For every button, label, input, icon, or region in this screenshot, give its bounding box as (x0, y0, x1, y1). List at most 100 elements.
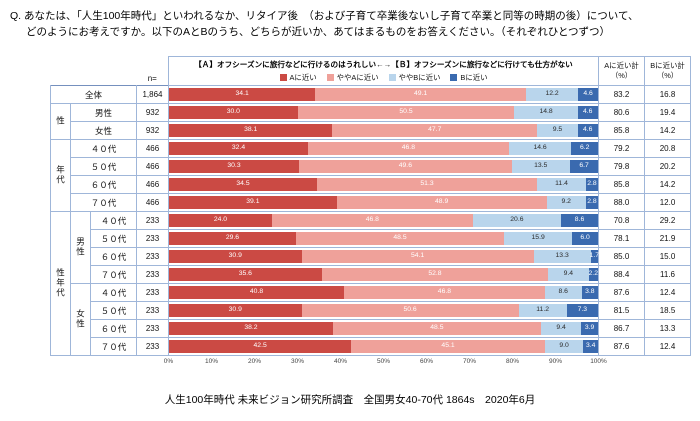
stacked-bar: 34.5 51.3 11.4 2.8 (169, 178, 598, 191)
axis-row: 0% 10% 20% 30% 40% 50% 60% 70% 80% 90% 100% (51, 356, 691, 369)
segment-value-label: 6.7 (579, 162, 589, 170)
n-cell: 1,864 (136, 85, 169, 104)
n-cell-text: 233 (145, 288, 160, 297)
segment-value-label: 46.8 (365, 216, 379, 224)
axis-tick-label: 0% (163, 358, 174, 365)
bar-segment: 14.8 (514, 106, 578, 119)
b-total-cell-text: 16.8 (659, 90, 676, 99)
legend-swatch (388, 74, 396, 81)
b-total-cell: 12.4 (644, 337, 691, 356)
b-total-cell-text: 12.4 (659, 342, 676, 351)
b-total-cell-text: 13.3 (659, 324, 676, 333)
stacked-bar: 35.6 52.8 9.4 2.2 (169, 268, 598, 281)
a-total-cell: 85.8 (598, 175, 645, 194)
segment-value-label: 2.2 (588, 270, 598, 278)
bar-segment: 40.8 (169, 286, 345, 299)
axis-tick-label: 90% (548, 358, 563, 365)
row-label-cell: ７０代 (70, 193, 137, 212)
bar-segment: 13.3 (533, 250, 591, 263)
n-cell-text: 233 (145, 216, 160, 225)
row-label-cell-text: ６０代 (100, 323, 127, 334)
n-cell-text: 233 (145, 270, 160, 279)
a-total-cell-text: 70.8 (613, 216, 630, 225)
segment-value-label: 50.5 (399, 108, 413, 116)
segment-value-label: 50.6 (403, 306, 417, 314)
bar-segment: 30.3 (169, 160, 299, 173)
bar-cell: 34.5 51.3 11.4 2.8 (168, 175, 599, 194)
n-cell: 233 (136, 301, 169, 320)
segment-value-label: 48.9 (435, 198, 449, 206)
n-column-header: n= (136, 56, 169, 86)
n-cell: 932 (136, 121, 169, 140)
segment-value-label: 40.8 (249, 288, 264, 296)
segment-value-label: 9.2 (561, 198, 571, 206)
bar-segment: 3.8 (581, 286, 598, 299)
row-label-cell-text: ４０代 (100, 287, 127, 298)
bar-segment: 49.6 (298, 160, 512, 173)
segment-value-label: 38.2 (244, 324, 258, 332)
bar-segment: 30.9 (169, 250, 302, 263)
n-cell-text: 233 (145, 342, 160, 351)
bar-segment: 48.9 (336, 196, 547, 209)
b-total-cell: 12.0 (644, 193, 691, 212)
b-total-cell-text: 14.2 (659, 126, 676, 135)
a-total-cell-text: 88.4 (613, 270, 630, 279)
bar-segment: 47.7 (332, 124, 538, 137)
legend-item: ややBに近い (388, 72, 440, 83)
a-total-cell: 78.1 (598, 229, 645, 248)
row-label-cell-text: ７０代 (100, 341, 127, 352)
row-label-cell: 男性 (70, 103, 137, 122)
a-total-cell-text: 85.8 (613, 126, 630, 135)
subgroup-label-cell: 女性 (70, 283, 91, 356)
a-total-cell: 86.7 (598, 319, 645, 338)
segment-value-label: 3.8 (585, 288, 595, 296)
stacked-bar: 24.0 46.8 20.6 8.6 (169, 214, 598, 227)
n-cell: 233 (136, 319, 169, 338)
segment-value-label: 9.4 (563, 270, 574, 278)
bar-segment: 49.1 (315, 88, 526, 101)
axis-spacer-left (51, 356, 169, 369)
b-total-cell: 14.2 (644, 121, 691, 140)
b-total-cell-text: 12.4 (659, 288, 676, 297)
n-cell: 233 (136, 229, 169, 248)
a-total-cell-text: 86.7 (613, 324, 630, 333)
segment-value-label: 2.8 (587, 180, 597, 188)
row-label-cell-text: ６０代 (90, 179, 117, 190)
row-label-cell-text: 女性 (94, 125, 112, 136)
n-cell-text: 233 (145, 252, 160, 261)
bar-segment: 9.4 (540, 322, 582, 335)
segment-value-label: 30.3 (227, 162, 241, 170)
b-total-header-label: Bに近い計 (650, 61, 685, 71)
segment-value-label: 38.1 (244, 126, 258, 134)
a-total-cell: 83.2 (598, 85, 645, 104)
subgroup-label-cell-text: 男性 (75, 236, 86, 257)
row-label-cell: ４０代 (70, 139, 137, 158)
b-total-cell: 20.8 (644, 139, 691, 158)
bar-cell: 30.9 50.6 11.2 7.3 (168, 301, 599, 320)
row-label-cell: ４０代 (90, 283, 137, 302)
legend-box: 【Ａ】オフシーズンに旅行などに行けるのはうれしい←→【Ｂ】オフシーズンに旅行など… (168, 56, 599, 86)
bar-segment: 38.1 (169, 124, 333, 137)
axis-tick-label: 20% (247, 358, 262, 365)
group-label-cell-text: 性 (55, 115, 66, 126)
bar-segment: 48.5 (332, 322, 541, 335)
a-total-cell-text: 83.2 (613, 90, 630, 99)
legend-label: Aに近い (289, 73, 317, 82)
a-total-cell-text: 81.5 (613, 306, 630, 315)
bar-segment: 11.4 (537, 178, 586, 191)
n-cell: 233 (136, 283, 169, 302)
bar-segment: 12.2 (525, 88, 579, 101)
segment-value-label: 45.1 (441, 342, 455, 350)
segment-value-label: 8.6 (574, 216, 585, 224)
n-cell: 233 (136, 265, 169, 284)
b-total-cell: 13.3 (644, 319, 691, 338)
header-spacer (50, 56, 137, 86)
segment-value-label: 30.0 (226, 108, 240, 116)
bar-segment: 15.9 (504, 232, 573, 245)
a-total-cell: 70.8 (598, 211, 645, 230)
n-cell-text: 466 (145, 180, 160, 189)
row-label-cell: ４０代 (90, 211, 137, 230)
segment-value-label: 13.3 (555, 252, 569, 260)
legend: Aに近い ややAに近い ややBに近い Bに近い (172, 72, 595, 83)
bar-segment: 46.8 (307, 142, 509, 155)
